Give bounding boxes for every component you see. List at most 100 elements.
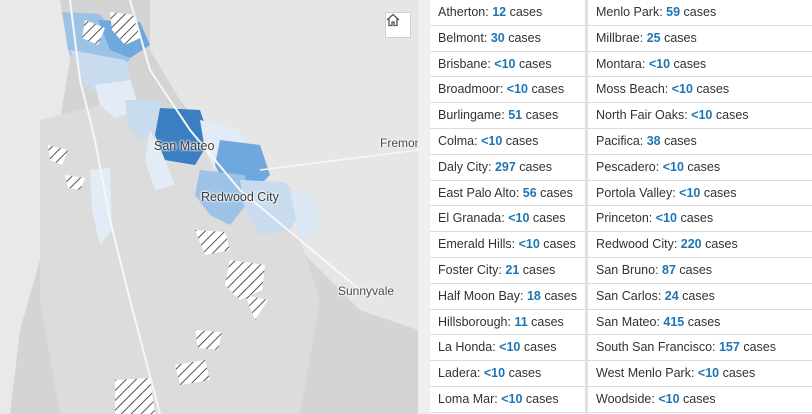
case-list-item: Woodside: <10 cases: [588, 386, 812, 413]
place-name: Broadmoor:: [438, 82, 507, 97]
case-count: 25: [646, 30, 661, 45]
case-list-item: San Bruno: 87 cases: [588, 257, 812, 284]
place-name: Brisbane:: [438, 56, 495, 71]
cases-suffix: cases: [678, 288, 715, 303]
hatched-portola-valley: [245, 295, 268, 320]
case-list-item: Atherton: 12 cases: [430, 0, 586, 26]
hatched-loma-mar: [175, 360, 210, 385]
case-list-right-column: Menlo Park: 59 cases Millbrae: 25 cases Mo…: [588, 0, 812, 413]
case-count: 38: [646, 133, 661, 148]
case-count: <10: [506, 82, 528, 97]
place-name: Ladera:: [438, 366, 484, 381]
case-count-list: Atherton: 12 cases Belmont: 30 cases Brisb…: [430, 0, 812, 414]
cases-suffix: cases: [676, 211, 714, 226]
case-list-item: Foster City: 21 cases: [430, 257, 586, 284]
cases-suffix: cases: [515, 159, 552, 174]
cases-suffix: cases: [712, 108, 749, 123]
case-list-item: Pescadero: <10 cases: [588, 154, 812, 181]
cases-suffix: cases: [505, 366, 542, 381]
highway-1: [69, 0, 161, 414]
region-half-moon-bay: [90, 168, 112, 245]
case-list-left-column: Atherton: 12 cases Belmont: 30 cases Brisb…: [430, 0, 586, 413]
case-list-item: Half Moon Bay: 18 cases: [430, 283, 586, 310]
case-count: <10: [518, 237, 540, 252]
highway-101: [129, 0, 361, 291]
place-name: Pescadero:: [596, 159, 663, 174]
case-count: 415: [663, 314, 685, 329]
case-count: <10: [508, 211, 530, 226]
place-name: Emerald Hills:: [438, 237, 519, 252]
place-name: Woodside:: [596, 391, 659, 406]
cases-suffix: cases: [502, 133, 539, 148]
map-label-sunnyvale: Sunnyvale: [338, 284, 395, 298]
case-list-item: Colma: <10 cases: [430, 128, 586, 155]
place-name: Colma:: [438, 133, 482, 148]
map-view[interactable]: San Mateo Redwood City Fremont Sunnyvale: [0, 0, 418, 414]
case-list-item: Portola Valley: <10 cases: [588, 180, 812, 207]
case-count: 18: [526, 288, 541, 303]
cases-suffix: cases: [520, 340, 557, 355]
place-name: Belmont:: [438, 30, 491, 45]
case-list-item: Daly City: 297 cases: [430, 154, 586, 181]
region-hillsborough: [145, 130, 175, 190]
cases-suffix: cases: [670, 56, 707, 71]
case-count: <10: [662, 159, 684, 174]
cases-suffix: cases: [527, 314, 564, 329]
case-list-item: North Fair Oaks: <10 cases: [588, 103, 812, 129]
case-list-item: Moss Beach: <10 cases: [588, 77, 812, 104]
home-button[interactable]: [385, 12, 411, 38]
case-list-item: Pacifica: 38 cases: [588, 128, 812, 155]
place-name: West Menlo Park:: [596, 366, 698, 381]
case-list-item: West Menlo Park: <10 cases: [588, 361, 812, 387]
place-name: Redwood City:: [596, 237, 681, 252]
case-count: 157: [718, 340, 740, 355]
case-list-item: East Palo Alto: 56 cases: [430, 180, 586, 207]
place-name: El Granada:: [438, 211, 509, 226]
home-icon: [386, 13, 400, 27]
case-count: 11: [514, 314, 528, 329]
place-name: Half Moon Bay:: [438, 288, 527, 303]
case-count: <10: [671, 82, 693, 97]
case-list-item: Emerald Hills: <10 cases: [430, 232, 586, 258]
case-list-item: Redwood City: 220 cases: [588, 232, 812, 258]
region-redwood-city: [195, 170, 250, 225]
place-name: Burlingame:: [438, 108, 509, 123]
case-count: 21: [505, 262, 520, 277]
ocean: [0, 0, 70, 414]
case-count: <10: [691, 108, 713, 123]
case-list-item: South San Francisco: 157 cases: [588, 335, 812, 362]
region-menlo-park: [240, 180, 305, 235]
place-name: Foster City:: [438, 262, 506, 277]
cases-suffix: cases: [739, 340, 776, 355]
place-name: Pacifica:: [596, 133, 647, 148]
case-count: 56: [522, 185, 537, 200]
cases-suffix: cases: [692, 82, 730, 97]
case-list-item: Loma Mar: <10 cases: [430, 386, 586, 413]
hatched-pescadero: [115, 378, 155, 414]
cases-suffix: cases: [515, 56, 552, 71]
cases-suffix: cases: [660, 133, 697, 148]
place-name: South San Francisco:: [596, 340, 719, 355]
panel-divider: [418, 0, 430, 414]
cases-suffix: cases: [519, 262, 556, 277]
place-name: East Palo Alto:: [438, 185, 523, 200]
case-count: <10: [655, 211, 677, 226]
case-count: 87: [662, 262, 676, 277]
case-count: <10: [658, 391, 680, 406]
place-name: San Bruno:: [596, 262, 663, 277]
place-name: Moss Beach:: [596, 82, 672, 97]
place-name: North Fair Oaks:: [596, 108, 692, 123]
case-list-item: Ladera: <10 cases: [430, 361, 586, 387]
bay-water: [150, 0, 418, 330]
hatched-emerald-hills: [195, 230, 230, 255]
cases-suffix: cases: [680, 5, 717, 19]
map-label-san-mateo: San Mateo: [154, 139, 215, 153]
case-count: <10: [494, 56, 516, 71]
case-list-item: Burlingame: 51 cases: [430, 103, 586, 129]
hatched-woodside: [225, 260, 265, 300]
case-count: 220: [680, 237, 702, 252]
map-canvas[interactable]: [0, 0, 418, 414]
cases-suffix: cases: [660, 30, 697, 45]
case-list-item: Belmont: 30 cases: [430, 25, 586, 52]
cases-suffix: cases: [540, 288, 577, 303]
